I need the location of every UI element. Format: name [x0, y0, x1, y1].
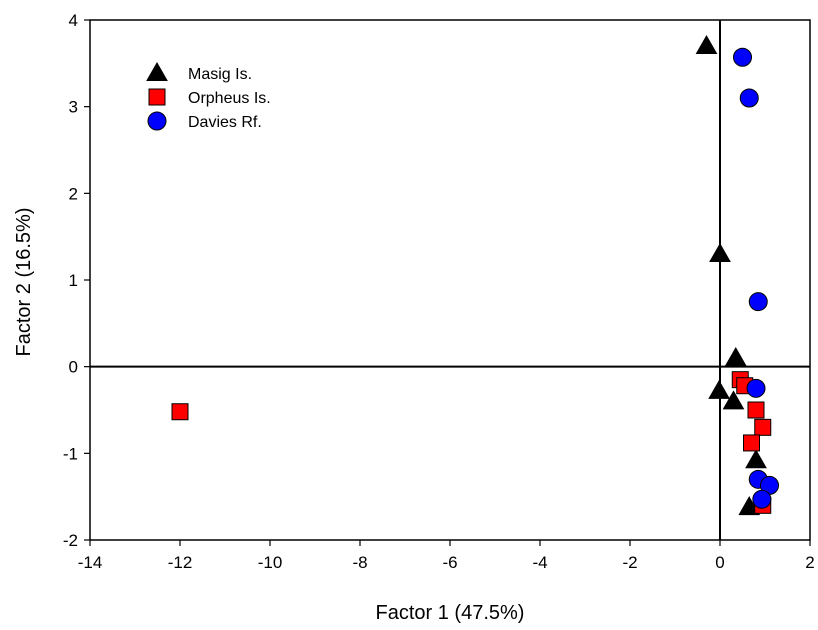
y-tick-label: -2 [63, 531, 78, 550]
square-point [754, 418, 772, 436]
square-point [747, 401, 765, 419]
y-tick-label: -1 [63, 444, 78, 463]
x-tick-label: -4 [532, 553, 547, 572]
legend-label: Davies Rf. [188, 114, 262, 131]
plot-frame [89, 19, 811, 541]
triangle-point [722, 390, 745, 410]
x-axis-title: Factor 1 (47.5%) [376, 602, 525, 624]
triangle-point [695, 34, 718, 54]
x-tick-label: -6 [442, 553, 457, 572]
triangle-point [745, 449, 767, 469]
y-tick-label: 4 [69, 11, 78, 30]
legend-square-symbol [148, 88, 166, 106]
legend-triangle-symbol [146, 61, 168, 81]
x-tick-label: -12 [168, 553, 193, 572]
x-tick-label: -14 [78, 553, 103, 572]
y-tick-label: 1 [69, 271, 78, 290]
data-points [171, 34, 779, 516]
legend-circle-symbol [147, 111, 167, 131]
legend: Masig Is. Orpheus Is. Davies Rf. [146, 61, 271, 131]
y-tick-label: 0 [69, 358, 78, 377]
x-tick-label: -10 [258, 553, 283, 572]
y-tick-label: 3 [69, 98, 78, 117]
circle-point [739, 88, 759, 108]
circle-point [746, 378, 766, 398]
triangle-point [708, 379, 730, 399]
circle-point [733, 47, 752, 67]
reference-lines [90, 20, 810, 540]
x-tick-label: -2 [622, 553, 637, 572]
x-tick-label: 0 [715, 553, 724, 572]
triangle-point [724, 346, 747, 366]
triangle-point [709, 242, 731, 262]
x-tick-label: -8 [352, 553, 367, 572]
legend-label: Masig Is. [188, 66, 252, 83]
square-point [171, 403, 189, 421]
y-axis-title: Factor 2 (16.5%) [13, 208, 35, 357]
circle-point [752, 489, 772, 509]
circle-point [748, 292, 768, 312]
square-point [743, 434, 760, 452]
x-tick-label: 2 [805, 553, 814, 572]
legend-label: Orpheus Is. [188, 90, 271, 107]
y-tick-label: 2 [69, 184, 78, 203]
